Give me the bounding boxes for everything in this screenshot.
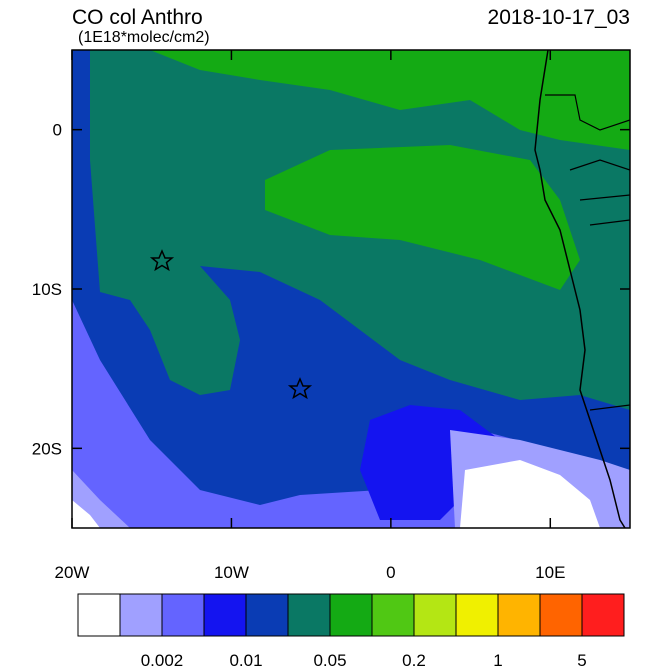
colorbar-label: 1	[493, 651, 502, 667]
x-tick-label: 10E	[535, 563, 565, 582]
colorbar-label: 0.05	[313, 651, 346, 667]
field-white-patch	[460, 460, 600, 528]
colorbar-box	[539, 593, 583, 637]
colorbar-label: 0.01	[229, 651, 262, 667]
field-green-top	[150, 50, 630, 150]
colorbar-box	[581, 593, 625, 637]
y-tick-label: 0	[53, 121, 62, 140]
borders	[545, 94, 630, 411]
date: 2018-10-17_03	[488, 6, 630, 29]
map-field	[72, 50, 630, 528]
colorbar-box	[203, 593, 247, 637]
colorbar-label: 0.2	[402, 651, 426, 667]
colorbar-box	[455, 593, 499, 637]
x-tick-label: 10W	[214, 563, 249, 582]
x-tick-label: 20W	[55, 563, 90, 582]
axes: 20W 10W 0 10E 0 10S 20S	[32, 50, 630, 582]
colorbar-box	[497, 593, 541, 637]
colorbar-box	[161, 593, 205, 637]
y-tick-label: 20S	[32, 439, 62, 458]
marker-star	[287, 377, 313, 400]
colorbar-box	[245, 593, 289, 637]
colorbar-label: 5	[577, 651, 586, 667]
units: (1E18*molec/cm2)	[78, 29, 210, 46]
colorbar-box	[371, 593, 415, 637]
field-green-mid	[265, 145, 580, 290]
colorbar: 0.002 0.01 0.05 0.2 1 5	[77, 593, 625, 667]
coastline	[534, 50, 626, 528]
colorbar-label: 0.002	[141, 651, 184, 667]
colorbar-box	[329, 593, 373, 637]
x-tick-label: 0	[386, 563, 395, 582]
colorbar-box	[287, 593, 331, 637]
colorbar-box	[77, 593, 121, 637]
colorbar-box	[119, 593, 163, 637]
marker-star	[149, 249, 175, 272]
y-tick-label: 10S	[32, 280, 62, 299]
colorbar-box	[413, 593, 457, 637]
title: CO col Anthro	[72, 6, 203, 29]
field-white-patch	[72, 500, 100, 528]
